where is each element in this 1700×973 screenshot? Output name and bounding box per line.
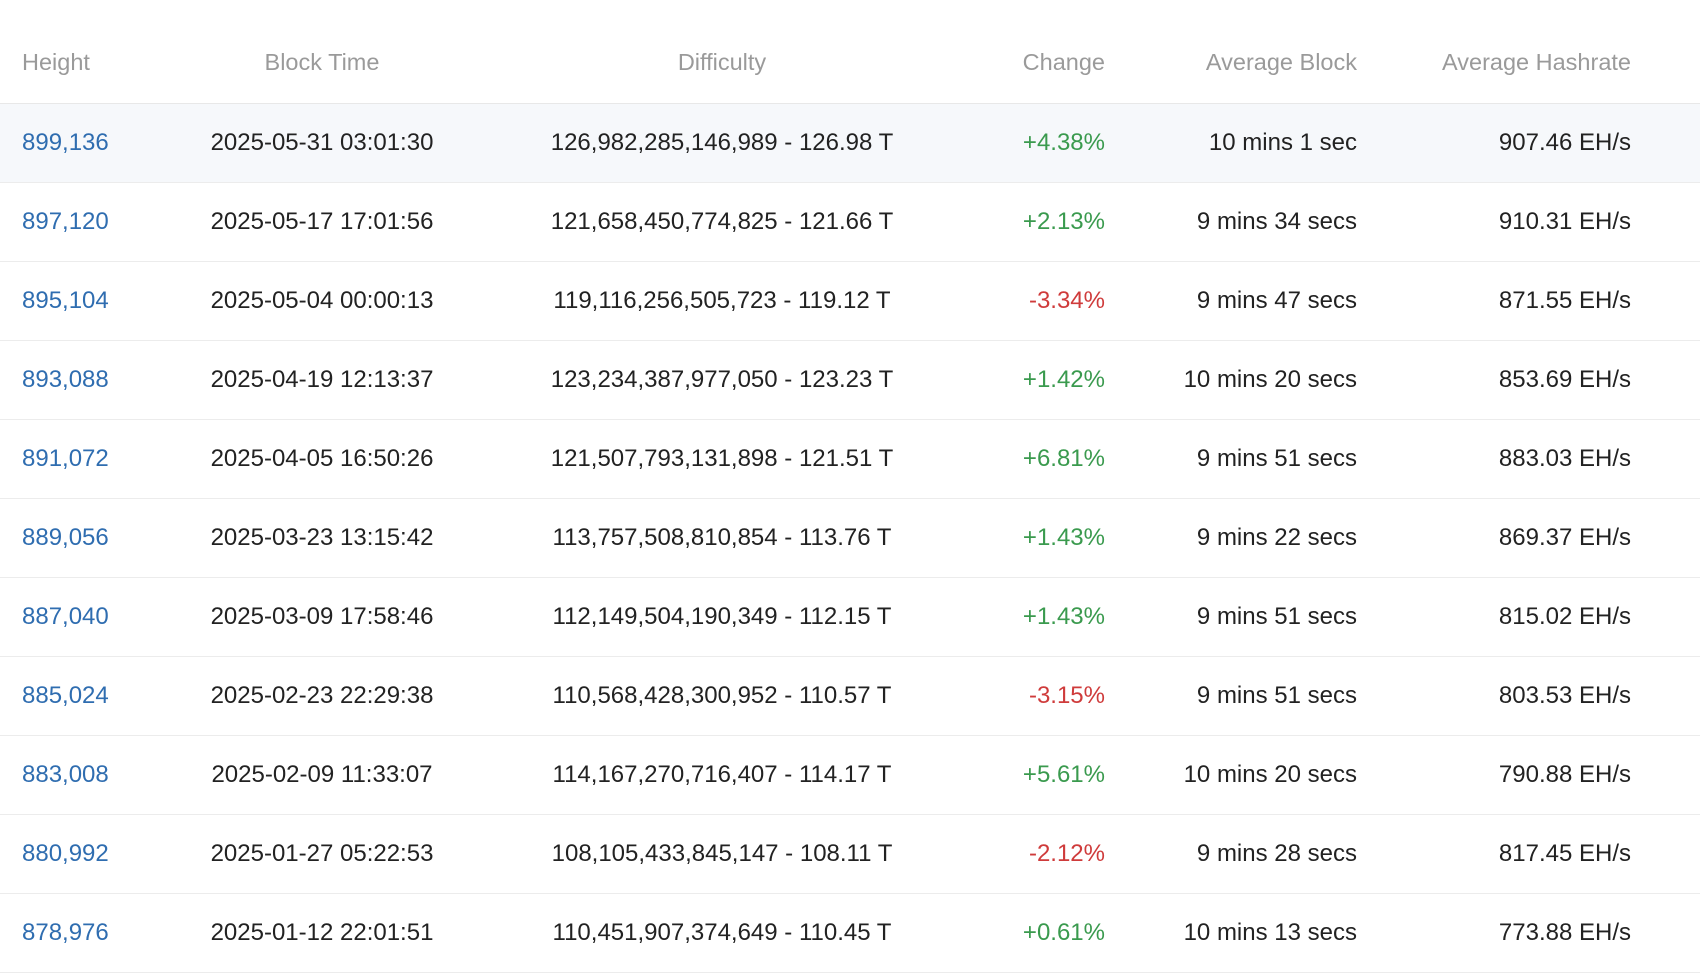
block-height-link[interactable]: 899,136 (22, 129, 109, 156)
average-hashrate-cell: 910.31 EH/s (1498, 208, 1631, 235)
block-time-cell: 2025-03-23 13:15:42 (210, 524, 434, 551)
height-cell: 878,976 (22, 894, 172, 972)
height-cell: 880,992 (22, 815, 172, 893)
block-height-link[interactable]: 897,120 (22, 208, 109, 235)
table-row: 883,008 2025-02-09 11:33:07 114,167,270,… (0, 736, 1700, 815)
block-time-cell: 2025-05-17 17:01:56 (210, 208, 434, 235)
average-block-cell: 9 mins 51 secs (1196, 603, 1357, 630)
average-block-cell: 9 mins 47 secs (1196, 287, 1357, 314)
average-hashrate-cell: 817.45 EH/s (1498, 840, 1631, 867)
difficulty-cell: 121,658,450,774,825 - 121.66 T (550, 208, 894, 235)
average-hashrate-cell: 883.03 EH/s (1498, 445, 1631, 472)
change-cell: +6.81% (1022, 445, 1105, 472)
change-cell: +1.42% (1022, 366, 1105, 393)
average-block-cell: 9 mins 34 secs (1196, 208, 1357, 235)
difficulty-cell: 121,507,793,131,898 - 121.51 T (550, 445, 894, 472)
column-header-change[interactable]: Change (1022, 49, 1105, 75)
difficulty-cell: 119,116,256,505,723 - 119.12 T (553, 287, 891, 314)
column-header-average-block[interactable]: Average Block (1205, 49, 1357, 75)
table-row: 885,024 2025-02-23 22:29:38 110,568,428,… (0, 657, 1700, 736)
column-header-block-time[interactable]: Block Time (264, 49, 380, 75)
height-cell: 893,088 (22, 341, 172, 419)
block-height-link[interactable]: 885,024 (22, 682, 109, 709)
table-row: 897,120 2025-05-17 17:01:56 121,658,450,… (0, 183, 1700, 262)
average-hashrate-cell: 871.55 EH/s (1498, 287, 1631, 314)
block-time-cell: 2025-02-09 11:33:07 (211, 761, 433, 788)
average-block-cell: 10 mins 1 sec (1208, 129, 1357, 156)
difficulty-cell: 126,982,285,146,989 - 126.98 T (550, 129, 894, 156)
table-row: 889,056 2025-03-23 13:15:42 113,757,508,… (0, 499, 1700, 578)
height-cell: 887,040 (22, 578, 172, 656)
average-hashrate-cell: 853.69 EH/s (1498, 366, 1631, 393)
block-height-link[interactable]: 891,072 (22, 445, 109, 472)
table-row: 887,040 2025-03-09 17:58:46 112,149,504,… (0, 578, 1700, 657)
change-cell: -2.12% (1028, 840, 1105, 867)
block-height-link[interactable]: 889,056 (22, 524, 109, 551)
average-block-cell: 9 mins 51 secs (1196, 682, 1357, 709)
block-time-cell: 2025-04-19 12:13:37 (210, 366, 434, 393)
column-header-height[interactable]: Height (22, 49, 90, 75)
height-cell: 883,008 (22, 736, 172, 814)
table-row: 880,992 2025-01-27 05:22:53 108,105,433,… (0, 815, 1700, 894)
table-row: 899,136 2025-05-31 03:01:30 126,982,285,… (0, 104, 1700, 183)
average-block-cell: 10 mins 20 secs (1183, 761, 1357, 788)
table-body: 899,136 2025-05-31 03:01:30 126,982,285,… (0, 104, 1700, 973)
block-height-link[interactable]: 878,976 (22, 919, 109, 946)
average-hashrate-cell: 907.46 EH/s (1498, 129, 1631, 156)
block-height-link[interactable]: 887,040 (22, 603, 109, 630)
change-cell: +0.61% (1022, 919, 1105, 946)
block-time-cell: 2025-03-09 17:58:46 (210, 603, 434, 630)
height-cell: 885,024 (22, 657, 172, 735)
average-block-cell: 9 mins 22 secs (1196, 524, 1357, 551)
average-block-cell: 10 mins 13 secs (1183, 919, 1357, 946)
change-cell: +1.43% (1022, 524, 1105, 551)
difficulty-cell: 108,105,433,845,147 - 108.11 T (551, 840, 893, 867)
block-time-cell: 2025-05-04 00:00:13 (210, 287, 434, 314)
difficulty-cell: 123,234,387,977,050 - 123.23 T (550, 366, 894, 393)
height-cell: 895,104 (22, 262, 172, 340)
change-cell: +4.38% (1022, 129, 1105, 156)
difficulty-cell: 110,568,428,300,952 - 110.57 T (552, 682, 892, 709)
average-hashrate-cell: 790.88 EH/s (1498, 761, 1631, 788)
column-header-average-hashrate[interactable]: Average Hashrate (1442, 49, 1631, 75)
change-cell: +5.61% (1022, 761, 1105, 788)
block-time-cell: 2025-05-31 03:01:30 (210, 129, 434, 156)
block-height-link[interactable]: 895,104 (22, 287, 109, 314)
table-row: 891,072 2025-04-05 16:50:26 121,507,793,… (0, 420, 1700, 499)
change-cell: +1.43% (1022, 603, 1105, 630)
average-hashrate-cell: 803.53 EH/s (1498, 682, 1631, 709)
block-time-cell: 2025-04-05 16:50:26 (210, 445, 434, 472)
block-height-link[interactable]: 883,008 (22, 761, 109, 788)
column-header-difficulty[interactable]: Difficulty (677, 49, 767, 75)
change-cell: -3.15% (1028, 682, 1105, 709)
height-cell: 897,120 (22, 183, 172, 261)
average-hashrate-cell: 869.37 EH/s (1498, 524, 1631, 551)
change-cell: +2.13% (1022, 208, 1105, 235)
block-time-cell: 2025-01-12 22:01:51 (210, 919, 434, 946)
height-cell: 899,136 (22, 104, 172, 182)
table-row: 895,104 2025-05-04 00:00:13 119,116,256,… (0, 262, 1700, 341)
height-cell: 891,072 (22, 420, 172, 498)
table-row: 878,976 2025-01-12 22:01:51 110,451,907,… (0, 894, 1700, 973)
change-cell: -3.34% (1028, 287, 1105, 314)
table-row: 893,088 2025-04-19 12:13:37 123,234,387,… (0, 341, 1700, 420)
difficulty-cell: 110,451,907,374,649 - 110.45 T (552, 919, 892, 946)
average-hashrate-cell: 815.02 EH/s (1498, 603, 1631, 630)
difficulty-cell: 114,167,270,716,407 - 114.17 T (552, 761, 892, 788)
difficulty-cell: 113,757,508,810,854 - 113.76 T (552, 524, 892, 551)
block-time-cell: 2025-01-27 05:22:53 (210, 840, 434, 867)
height-cell: 889,056 (22, 499, 172, 577)
average-hashrate-cell: 773.88 EH/s (1498, 919, 1631, 946)
difficulty-cell: 112,149,504,190,349 - 112.15 T (552, 603, 892, 630)
average-block-cell: 9 mins 51 secs (1196, 445, 1357, 472)
average-block-cell: 10 mins 20 secs (1183, 366, 1357, 393)
block-height-link[interactable]: 893,088 (22, 366, 109, 393)
table-header: Height Block Time Difficulty Change Aver… (0, 0, 1700, 104)
block-time-cell: 2025-02-23 22:29:38 (210, 682, 434, 709)
block-height-link[interactable]: 880,992 (22, 840, 109, 867)
average-block-cell: 9 mins 28 secs (1196, 840, 1357, 867)
